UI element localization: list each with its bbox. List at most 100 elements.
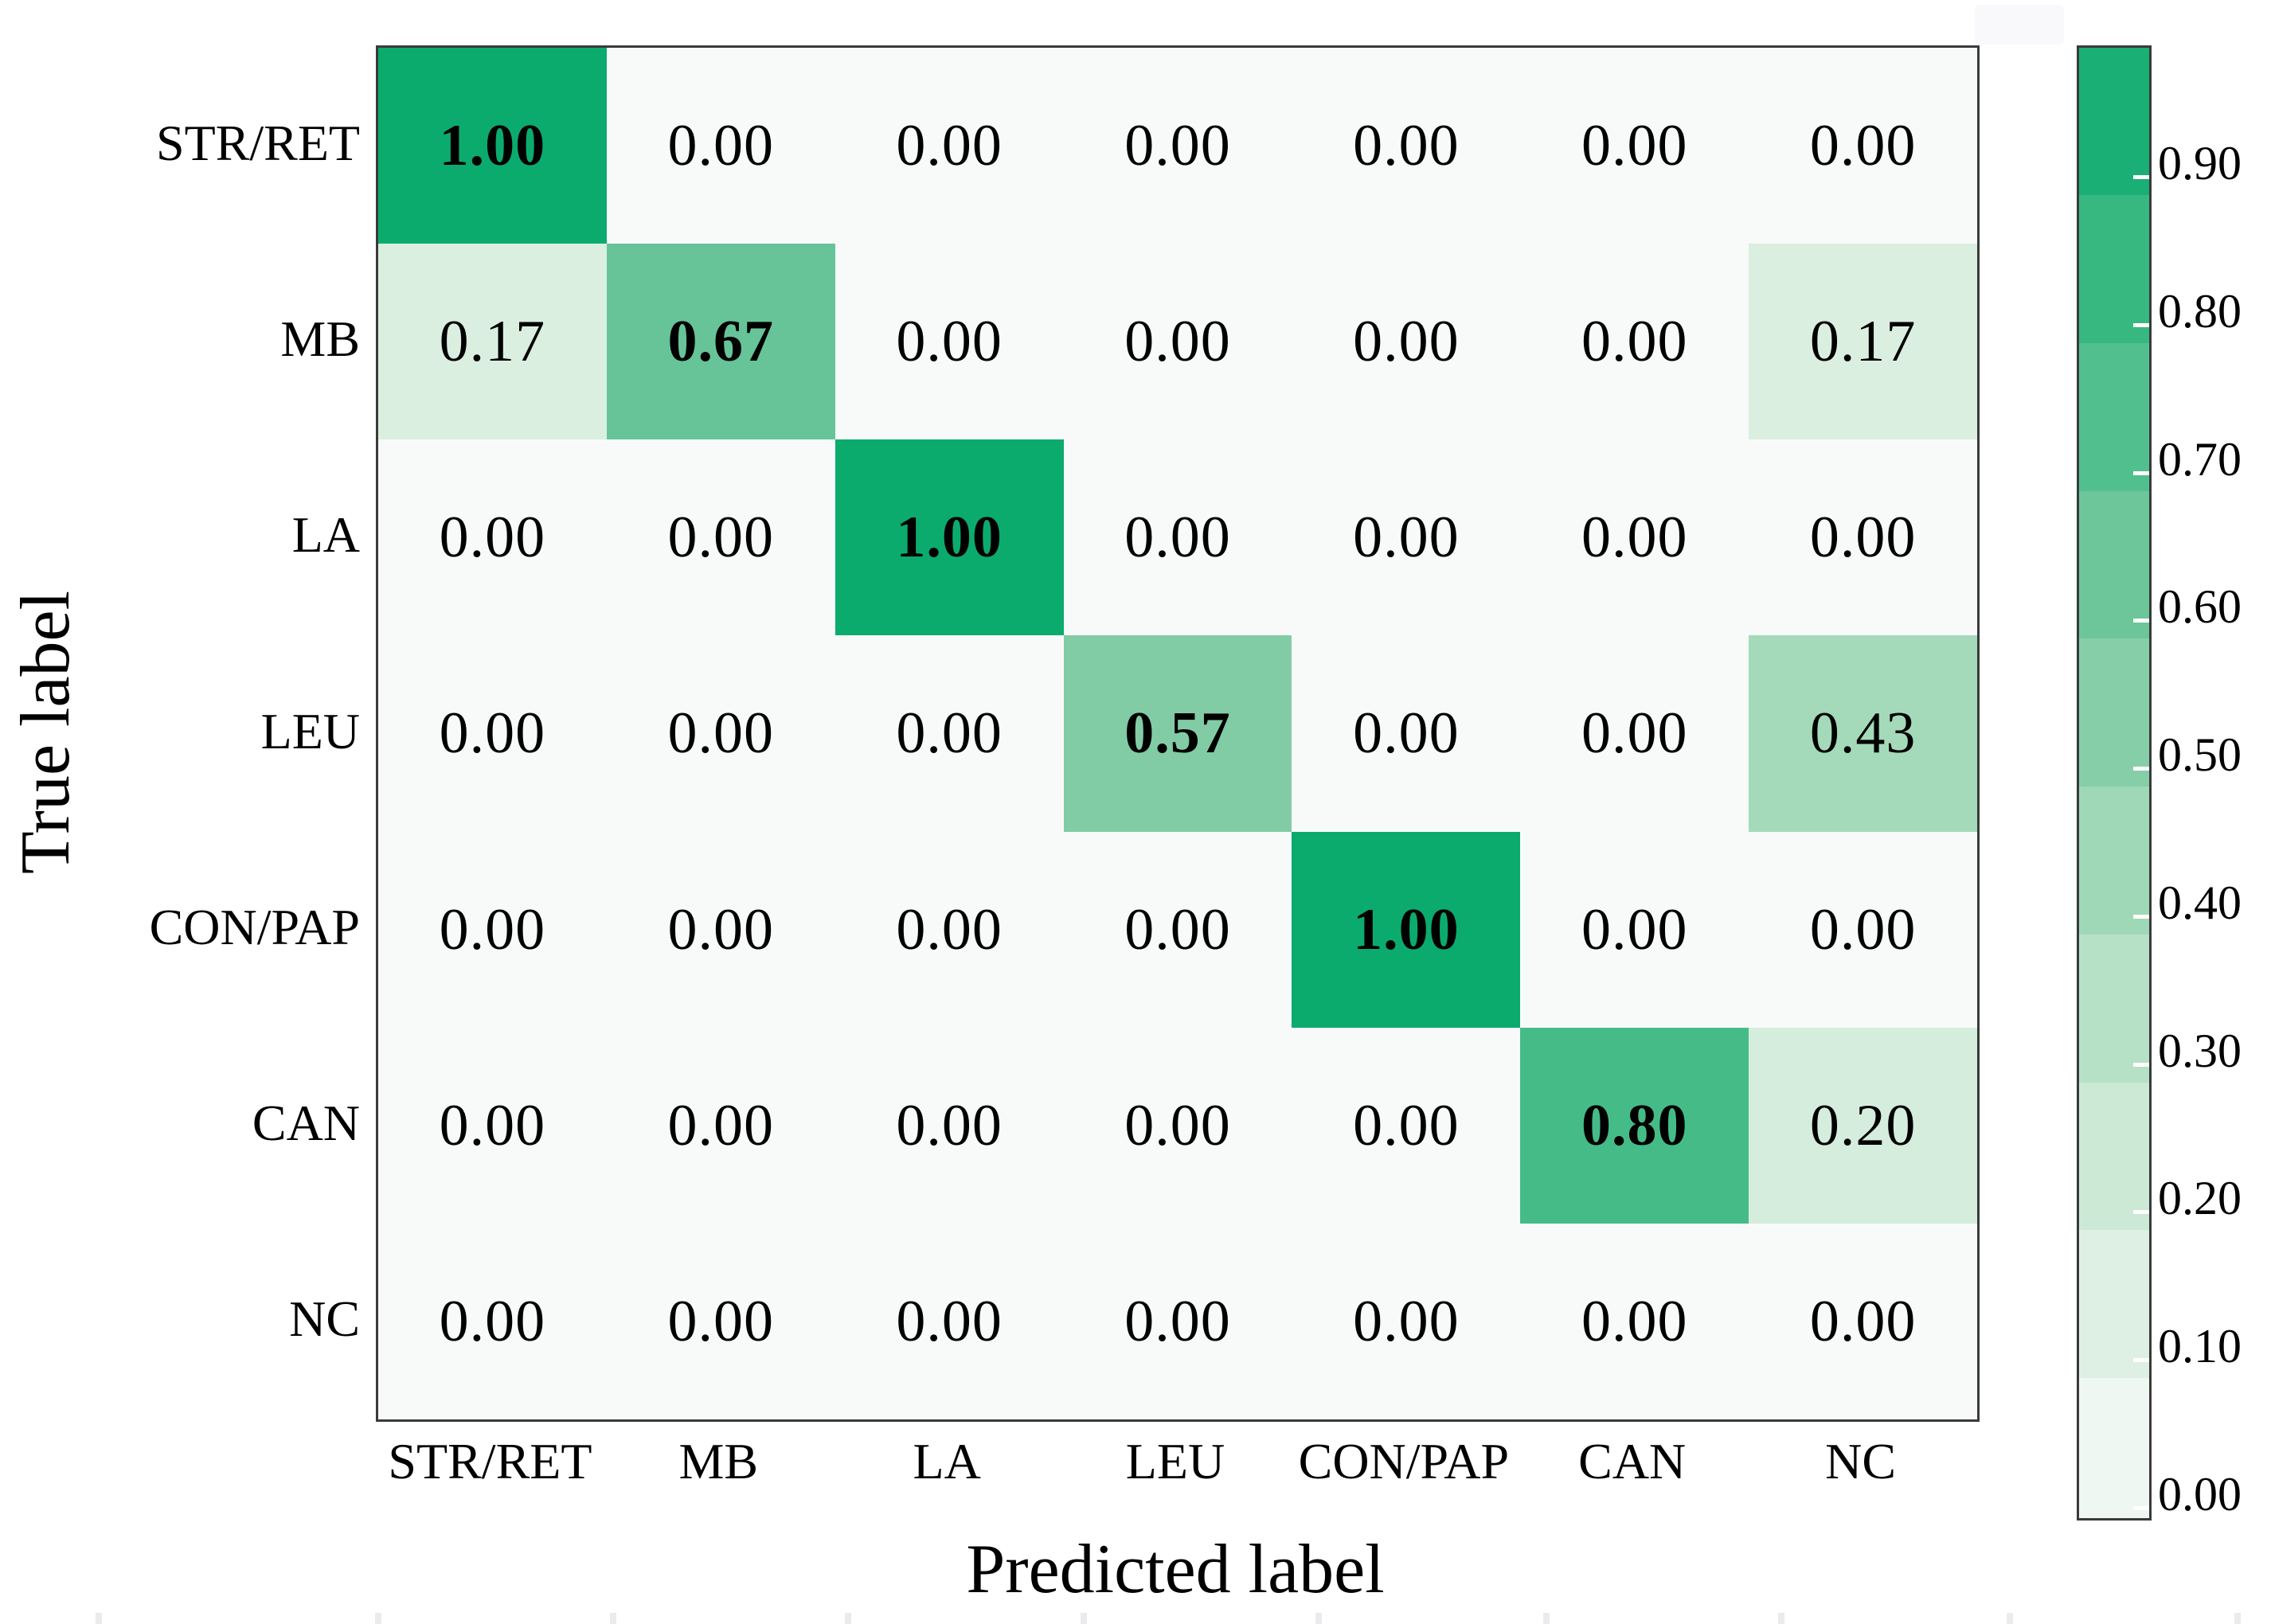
heatmap-cell: 0.17 bbox=[378, 244, 607, 440]
colorbar-band bbox=[2079, 1230, 2149, 1379]
colorbar-tick-mark bbox=[2133, 767, 2149, 771]
heatmap-cell: 0.00 bbox=[1063, 244, 1292, 440]
colorbar-tick-label: 0.20 bbox=[2158, 1172, 2242, 1225]
heatmap-cell: 0.00 bbox=[1520, 244, 1749, 440]
heatmap-cell: 0.00 bbox=[1520, 439, 1749, 636]
colorbar-tick-mark bbox=[2133, 619, 2149, 623]
bottom-edge-mark bbox=[2007, 1613, 2013, 1624]
heatmap-cell: 0.00 bbox=[1749, 1223, 1977, 1419]
colorbar-band bbox=[2079, 342, 2149, 492]
heatmap-cell: 0.20 bbox=[1749, 1027, 1977, 1224]
colorbar-tick-label: 0.10 bbox=[2158, 1320, 2242, 1372]
heatmap-cell: 0.00 bbox=[1749, 439, 1977, 636]
heatmap-cell: 1.00 bbox=[835, 439, 1064, 636]
y-tick-label: LEU bbox=[260, 702, 360, 759]
x-tick-label: STR/RET bbox=[388, 1433, 592, 1489]
heatmap-cell: 0.00 bbox=[1063, 1223, 1292, 1419]
heatmap-cell: 1.00 bbox=[1292, 831, 1521, 1028]
colorbar-tick-label: 0.80 bbox=[2158, 284, 2242, 338]
heatmap-cell: 0.00 bbox=[1063, 48, 1292, 244]
heatmap-cell: 0.00 bbox=[378, 1223, 607, 1419]
colorbar-tick-label: 0.60 bbox=[2158, 580, 2242, 634]
heatmap-cell: 1.00 bbox=[378, 48, 607, 244]
colorbar-tick-label: 0.50 bbox=[2158, 728, 2242, 781]
heatmap-cell: 0.00 bbox=[835, 244, 1064, 440]
bottom-edge-mark bbox=[96, 1613, 102, 1624]
colorbar-band bbox=[2079, 48, 2149, 196]
y-tick-label: MB bbox=[280, 310, 360, 368]
x-tick-label: LA bbox=[913, 1433, 981, 1489]
colorbar-tick-mark bbox=[2133, 1062, 2149, 1067]
heatmap-cell: 0.00 bbox=[835, 48, 1064, 244]
heatmap-cell: 0.00 bbox=[1292, 1223, 1521, 1419]
heatmap-cell: 0.00 bbox=[1520, 831, 1749, 1028]
heatmap-cell: 0.00 bbox=[606, 635, 835, 832]
colorbar-tick-label: 0.40 bbox=[2158, 876, 2242, 929]
heatmap-cell: 0.00 bbox=[835, 831, 1064, 1028]
colorbar-tick-label: 0.90 bbox=[2158, 137, 2242, 189]
heatmap-cell: 0.67 bbox=[606, 244, 835, 440]
colorbar-band bbox=[2079, 787, 2149, 935]
heatmap-cell: 0.00 bbox=[606, 1223, 835, 1419]
colorbar-tick-label: 0.00 bbox=[2158, 1467, 2242, 1521]
colorbar-band bbox=[2079, 1378, 2149, 1518]
y-tick-label: CON/PAP bbox=[149, 898, 360, 955]
heatmap-cell: 0.00 bbox=[1749, 831, 1977, 1028]
heatmap-cell: 0.57 bbox=[1063, 635, 1292, 832]
heatmap-cell: 0.00 bbox=[1749, 48, 1977, 244]
bottom-edge-mark bbox=[1543, 1613, 1550, 1624]
heatmap-cell: 0.00 bbox=[1292, 48, 1521, 244]
heatmap-cell: 0.00 bbox=[1292, 439, 1521, 636]
faint-artifact-box bbox=[1975, 5, 2064, 45]
bottom-edge-mark bbox=[2234, 1613, 2241, 1624]
heatmap-cell: 0.00 bbox=[378, 831, 607, 1028]
x-tick-label: CON/PAP bbox=[1298, 1433, 1510, 1489]
x-axis-title: Predicted label bbox=[966, 1531, 1385, 1608]
heatmap-cell: 0.00 bbox=[606, 48, 835, 244]
colorbar-band bbox=[2079, 638, 2149, 787]
colorbar-band bbox=[2079, 195, 2149, 344]
colorbar-tick-label: 0.30 bbox=[2158, 1024, 2242, 1077]
colorbar bbox=[2077, 45, 2152, 1521]
colorbar-band bbox=[2079, 1082, 2149, 1232]
x-tick-label: CAN bbox=[1578, 1433, 1687, 1489]
bottom-edge-mark bbox=[375, 1613, 381, 1624]
heatmap-cell: 0.00 bbox=[835, 635, 1064, 832]
x-tick-label: MB bbox=[678, 1433, 759, 1489]
heatmap-cell: 0.00 bbox=[1520, 48, 1749, 244]
heatmap-cell: 0.80 bbox=[1520, 1027, 1749, 1224]
colorbar-tick-mark bbox=[2133, 175, 2149, 179]
heatmap-cell: 0.00 bbox=[378, 1027, 607, 1224]
heatmap-cell: 0.00 bbox=[606, 1027, 835, 1224]
heatmap-cell: 0.00 bbox=[1292, 635, 1521, 832]
colorbar-band bbox=[2079, 490, 2149, 640]
colorbar-tick-label: 0.70 bbox=[2158, 432, 2242, 486]
y-tick-label: LA bbox=[291, 506, 360, 564]
x-tick-label: LEU bbox=[1125, 1433, 1225, 1489]
heatmap-cell: 0.00 bbox=[1520, 1223, 1749, 1419]
heatmap-cell: 0.17 bbox=[1749, 244, 1977, 440]
bottom-edge-mark bbox=[1315, 1613, 1322, 1624]
heatmap-cell: 0.00 bbox=[1063, 831, 1292, 1028]
colorbar-tick-mark bbox=[2133, 1210, 2149, 1215]
heatmap-cell: 0.00 bbox=[378, 439, 607, 636]
colorbar-tick-mark bbox=[2133, 470, 2149, 475]
heatmap-cell: 0.00 bbox=[835, 1223, 1064, 1419]
heatmap-cell: 0.00 bbox=[1520, 635, 1749, 832]
y-tick-label: CAN bbox=[252, 1094, 360, 1151]
heatmap-cell: 0.00 bbox=[1292, 244, 1521, 440]
colorbar-tick-mark bbox=[2133, 322, 2149, 327]
heatmap-cell: 0.00 bbox=[835, 1027, 1064, 1224]
colorbar-tick-mark bbox=[2133, 914, 2149, 919]
y-tick-label: NC bbox=[289, 1290, 360, 1347]
y-tick-label: STR/RET bbox=[155, 115, 360, 172]
heatmap-cell: 0.00 bbox=[606, 439, 835, 636]
heatmap-grid: 1.00 0.00 0.00 0.00 0.00 0.00 0.00 0.17 0.67 0.00… bbox=[376, 45, 1980, 1422]
heatmap-cell: 0.00 bbox=[1063, 439, 1292, 636]
bottom-edge-mark bbox=[610, 1613, 616, 1624]
colorbar-tick-mark bbox=[2133, 1505, 2149, 1510]
bottom-edge-mark bbox=[845, 1613, 851, 1624]
heatmap-cell: 0.00 bbox=[1292, 1027, 1521, 1224]
colorbar-band bbox=[2079, 934, 2149, 1083]
heatmap-cell: 0.00 bbox=[606, 831, 835, 1028]
